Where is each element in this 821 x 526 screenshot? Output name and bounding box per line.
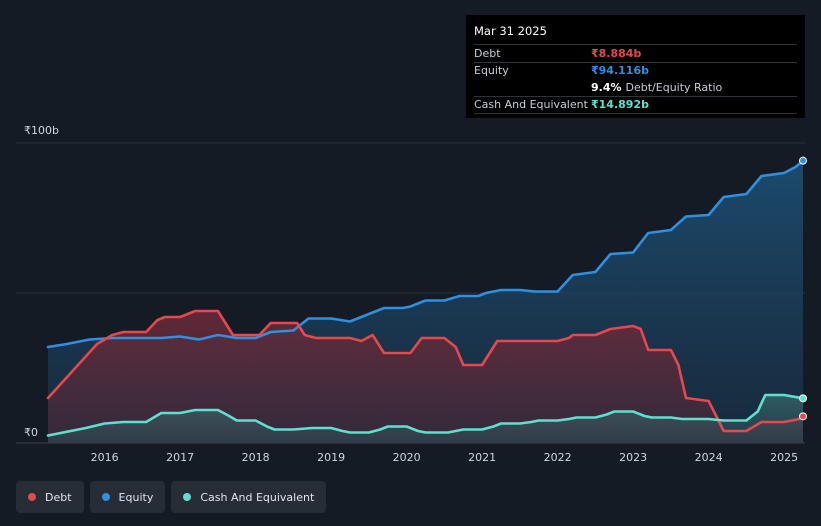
legend-debt-label: Debt bbox=[45, 490, 72, 504]
tooltip-ratio-row: 9.4% Debt/Equity Ratio bbox=[474, 79, 797, 96]
cash-line bbox=[46, 393, 805, 437]
x-tick-label: 2016 bbox=[91, 451, 119, 464]
axis-labels: ₹100b ₹0 2016 2017 2018 2019 2020 2021 2022 2023 2… bbox=[24, 124, 798, 464]
equity-line bbox=[46, 159, 805, 349]
x-tick-label: 2023 bbox=[619, 451, 647, 464]
tooltip-debt-value: ₹8.884b bbox=[591, 46, 642, 60]
tooltip-panel: Mar 31 2025 Debt ₹8.884b Equity ₹94.116b… bbox=[466, 15, 805, 118]
tooltip-cash-value: ₹14.892b bbox=[591, 98, 649, 112]
tooltip-debt-row: Debt ₹8.884b bbox=[474, 44, 797, 62]
tooltip-cash-label: Cash And Equivalent bbox=[474, 98, 588, 112]
debt-area bbox=[48, 311, 803, 443]
legend-item-cash[interactable]: Cash And Equivalent bbox=[171, 481, 327, 513]
cash-end-marker bbox=[799, 394, 807, 403]
tooltip-equity-row: Equity ₹94.116b bbox=[474, 61, 797, 80]
series-lines bbox=[46, 159, 805, 437]
tooltip-debt-label: Debt bbox=[474, 46, 501, 60]
legend-item-equity[interactable]: Equity bbox=[89, 481, 166, 513]
x-tick-label: 2024 bbox=[695, 451, 723, 464]
x-tick-label: 2025 bbox=[770, 451, 798, 464]
x-tick-label: 2022 bbox=[544, 451, 572, 464]
tooltip-equity-value: ₹94.116b bbox=[591, 64, 649, 78]
y-tick-label: ₹0 bbox=[24, 426, 38, 439]
equity-dot-icon bbox=[101, 493, 110, 501]
legend-equity-label: Equity bbox=[118, 490, 154, 504]
tooltip-ratio-value: 9.4% bbox=[591, 80, 622, 94]
chart-legend: Debt Equity Cash And Equivalent bbox=[16, 481, 327, 513]
legend-cash-label: Cash And Equivalent bbox=[200, 490, 315, 504]
tooltip-equity-label: Equity bbox=[474, 64, 509, 78]
cash-area bbox=[48, 395, 803, 443]
y-tick-label: ₹100b bbox=[24, 124, 59, 137]
tooltip-date: Mar 31 2025 bbox=[474, 24, 547, 38]
equity-end-marker bbox=[799, 156, 807, 165]
x-tick-label: 2020 bbox=[393, 451, 421, 464]
x-tick-label: 2018 bbox=[242, 451, 270, 464]
x-tick-label: 2021 bbox=[468, 451, 496, 464]
tooltip-cash-row: Cash And Equivalent ₹14.892b bbox=[474, 95, 797, 114]
tooltip-ratio-label: Debt/Equity Ratio bbox=[625, 80, 723, 94]
x-tick-label: 2017 bbox=[166, 451, 194, 464]
legend-item-debt[interactable]: Debt bbox=[16, 481, 84, 513]
x-tick-label: 2019 bbox=[317, 451, 345, 464]
debt-dot-icon bbox=[28, 493, 36, 501]
end-markers bbox=[799, 156, 807, 421]
debt-line bbox=[46, 309, 805, 433]
cash-dot-icon bbox=[183, 493, 192, 501]
debt-end-marker bbox=[799, 412, 807, 421]
